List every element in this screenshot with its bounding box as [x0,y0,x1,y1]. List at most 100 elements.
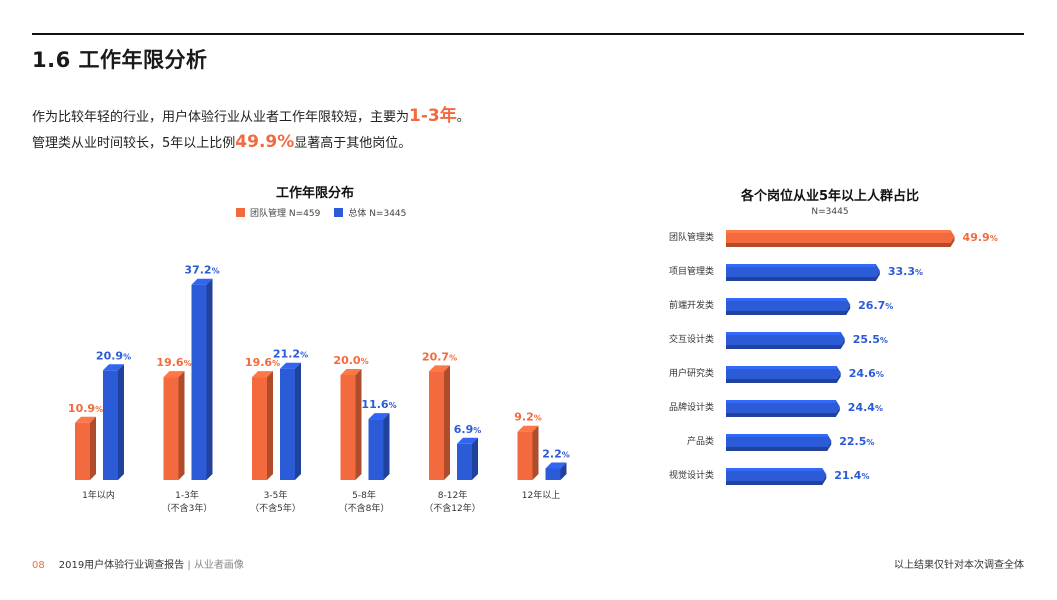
bar-value-label: 20.7% [422,350,457,363]
hbar-value-label: 26.7% [858,299,893,312]
bar-side-face [472,437,478,480]
unit: % [272,359,280,368]
position-label: 产品类 [687,435,714,447]
intro-line-1-end: 。 [456,110,470,125]
bar-management-3 [340,369,362,480]
bar-front-face [457,443,472,480]
hbar-0 [726,230,955,247]
position-label: 品牌设计类 [669,401,714,413]
bar-top-face [517,425,539,432]
hbar-highlight [726,434,828,437]
bar-side-face [267,371,273,480]
bar-management-0 [75,416,96,480]
hbar-highlight [726,230,951,233]
unit: % [534,414,542,423]
bar-front-face [517,431,533,480]
unit: % [473,426,481,435]
unit: % [861,472,869,481]
category-label: （不含12年） [424,502,480,514]
unit: % [212,267,220,276]
bar-side-face [560,462,567,480]
hbar-value-label: 22.5% [839,435,874,448]
category-label: 1年以内 [82,489,115,501]
bar-side-face [118,364,124,480]
intro-line-2-text: 管理类从业时间较长，5年以上比例 [32,136,236,151]
bar-management-1 [163,371,185,480]
hbar-value-label: 49.9% [963,231,998,244]
position-label: 团队管理类 [669,231,714,243]
years-chart-legend: 团队管理 N=459 总体 N=3445 [236,206,406,219]
page-title: 1.6 工作年限分析 [32,48,208,72]
legend-label-overall: 总体 N=3445 [348,209,407,219]
intro-highlight-1: 1-3年 [409,106,457,126]
footer-section: 从业者画像 [193,560,244,571]
bar-front-face [545,468,561,480]
positions-chart-title: 各个岗位从业5年以上人群占比 [740,189,920,204]
hbar-highlight [726,468,823,471]
intro-line-2-end: 显著高于其他岗位。 [294,136,412,151]
bar-value-label: 20.9% [96,349,131,362]
category-label: 8-12年 [438,489,467,501]
bar-top-face [340,369,362,375]
legend-swatch-blue [334,208,344,217]
intro-highlight-2: 49.9% [235,132,295,152]
category-label: 1-3年 [175,489,199,501]
hbar-4 [726,366,841,383]
bar-overall-5 [545,462,567,480]
bar-top-face [191,278,213,285]
unit: % [184,359,192,368]
bar-value-label: 11.6% [361,398,396,411]
unit: % [389,401,397,410]
position-label: 用户研究类 [669,367,714,379]
legend-swatch-orange [236,208,245,217]
top-rule [32,33,1024,35]
unit: % [880,336,888,345]
bar-front-face [191,284,207,480]
legend-label-management: 团队管理 N=459 [250,209,321,219]
footer-report: 2019用户体验行业调查报告 [58,560,185,571]
hbar-2 [726,298,851,315]
page-number: 08 [32,560,45,571]
unit: % [449,353,457,362]
hbar-3 [726,332,845,349]
bar-top-face [103,364,124,371]
hbar-body [726,230,955,243]
category-label: （不含3年） [162,502,213,514]
bar-value-label: 21.2% [273,348,308,361]
intro-line-1: 作为比较年轻的行业，用户体验行业从业者工作年限较短，主要为1-3年。 [32,104,470,130]
bar-front-face [75,422,90,480]
category-label: （不含8年） [339,502,390,514]
bar-overall-0 [103,364,124,480]
unit: % [95,405,103,414]
bar-value-label: 2.2% [542,447,570,460]
hbar-6 [726,434,832,451]
bar-overall-3 [368,413,390,480]
hbar-shadow-face [726,338,845,349]
bar-value-label: 37.2% [184,264,219,277]
category-label: 5-8年 [352,489,376,501]
bar-overall-1 [191,278,213,480]
bar-front-face [340,375,356,480]
hbar-highlight [726,264,876,267]
unit: % [876,370,884,379]
hbar-7 [726,468,827,485]
bar-management-5 [517,425,539,480]
hbar-body [726,298,851,311]
bar-top-face [163,371,185,378]
unit: % [915,268,923,277]
bar-side-face [383,413,390,480]
unit: % [300,351,308,360]
position-label: 视觉设计类 [669,469,714,481]
hbar-value-label: 21.4% [834,469,869,482]
years-bar-chart: 10.9%20.9%1年以内19.6%37.2%1-3年（不含3年）19.6%2… [68,264,570,514]
intro-line-2: 管理类从业时间较长，5年以上比例49.9%显著高于其他岗位。 [32,130,470,156]
bar-top-face [457,437,478,444]
hbar-shadow-face [726,440,832,451]
unit: % [562,450,570,459]
hbar-value-label: 25.5% [853,333,888,346]
unit: % [361,357,369,366]
hbar-shadow-face [726,236,955,247]
bar-value-label: 19.6% [245,356,280,369]
intro-text: 作为比较年轻的行业，用户体验行业从业者工作年限较短，主要为1-3年。 管理类从业… [32,104,470,156]
bar-top-face [368,413,390,420]
